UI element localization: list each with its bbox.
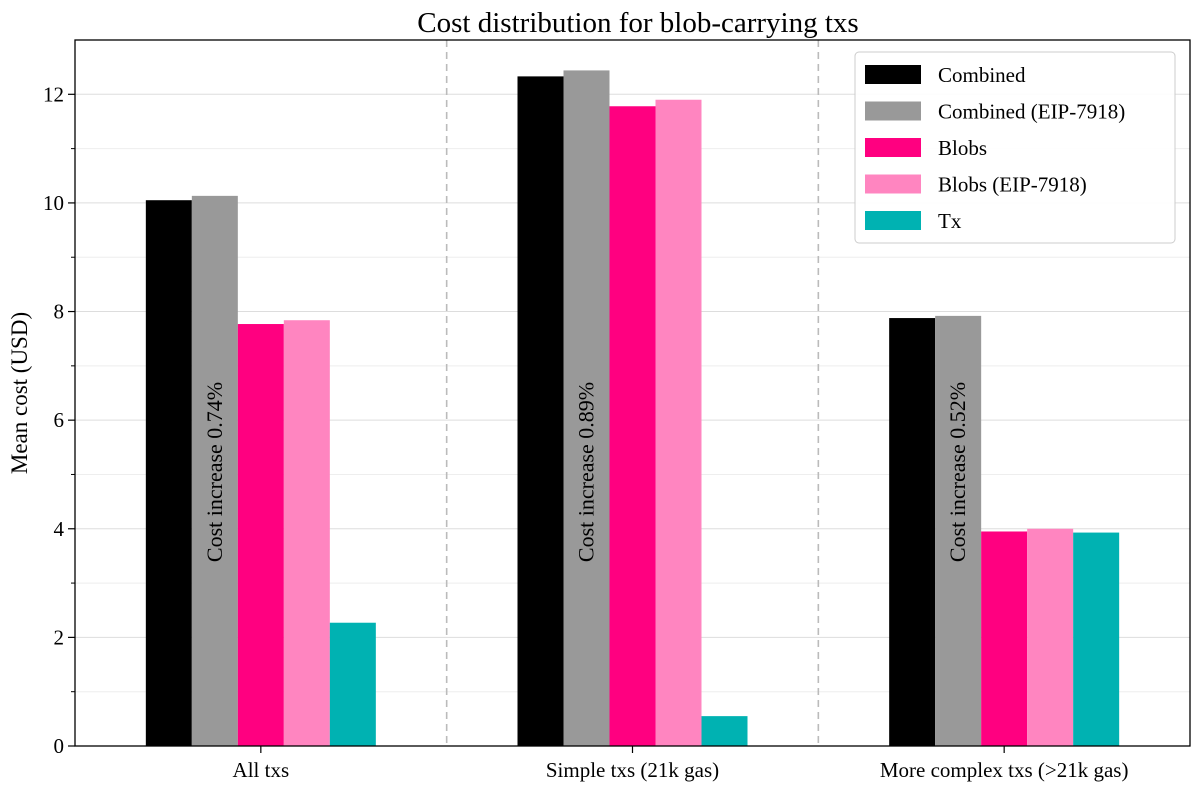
y-axis-label: Mean cost (USD) bbox=[7, 312, 32, 474]
legend-swatch bbox=[865, 138, 921, 157]
y-tick-label: 10 bbox=[43, 191, 64, 215]
bar-tx bbox=[329, 622, 376, 746]
y-tick-label: 4 bbox=[54, 517, 65, 541]
bar-combined bbox=[145, 200, 192, 746]
bar-combined bbox=[517, 76, 564, 746]
bar-blobs-eip-7918 bbox=[655, 99, 702, 746]
y-tick-label: 6 bbox=[54, 408, 65, 432]
bar-blobs bbox=[609, 106, 656, 747]
legend-swatch bbox=[865, 101, 921, 121]
legend-swatch bbox=[865, 65, 921, 84]
x-tick-label: All txs bbox=[233, 758, 290, 782]
annotations: Cost increase 0.74% Cost increase 0.89% Co… bbox=[202, 382, 970, 562]
bar-combined bbox=[889, 318, 936, 746]
legend-entry: Combined (EIP-7918) bbox=[938, 100, 1125, 124]
y-tick-label: 0 bbox=[54, 734, 65, 758]
legend-entry: Combined bbox=[938, 63, 1026, 87]
bar-blobs bbox=[237, 324, 284, 746]
legend-swatch bbox=[865, 211, 921, 230]
x-axis-ticks: All txs Simple txs (21k gas) More complex … bbox=[233, 746, 1129, 782]
bar-blobs-eip-7918 bbox=[283, 320, 330, 746]
bar-tx bbox=[1073, 532, 1120, 746]
group-separators bbox=[445, 40, 820, 746]
legend: Combined Combined (EIP-7918) Blobs Blobs (E… bbox=[854, 51, 1176, 244]
y-axis-ticks: 0 2 4 6 8 10 12 bbox=[43, 82, 75, 758]
bar-blobs-eip-7918 bbox=[1027, 528, 1074, 746]
y-tick-label: 8 bbox=[54, 300, 65, 324]
y-tick-label: 12 bbox=[43, 82, 64, 106]
bar-tx bbox=[701, 716, 748, 746]
legend-entry: Blobs (EIP-7918) bbox=[938, 173, 1087, 197]
bar-blobs bbox=[981, 531, 1028, 746]
cost-increase-annotation: Cost increase 0.74% bbox=[202, 382, 227, 562]
legend-swatch bbox=[865, 174, 921, 194]
legend-entry: Blobs bbox=[938, 136, 987, 160]
bar-combined-eip-7918 bbox=[191, 195, 238, 746]
x-tick-label: More complex txs (>21k gas) bbox=[880, 758, 1129, 782]
chart-title: Cost distribution for blob-carrying txs bbox=[417, 7, 858, 39]
y-tick-label: 2 bbox=[54, 625, 65, 649]
cost-increase-annotation: Cost increase 0.89% bbox=[574, 382, 599, 562]
x-tick-label: Simple txs (21k gas) bbox=[546, 758, 719, 782]
bar-combined-eip-7918 bbox=[563, 70, 610, 747]
bar-combined-eip-7918 bbox=[935, 315, 982, 746]
legend-box bbox=[854, 51, 1176, 244]
bars bbox=[145, 70, 1120, 747]
legend-entry: Tx bbox=[938, 209, 962, 233]
cost-increase-annotation: Cost increase 0.52% bbox=[945, 382, 970, 562]
